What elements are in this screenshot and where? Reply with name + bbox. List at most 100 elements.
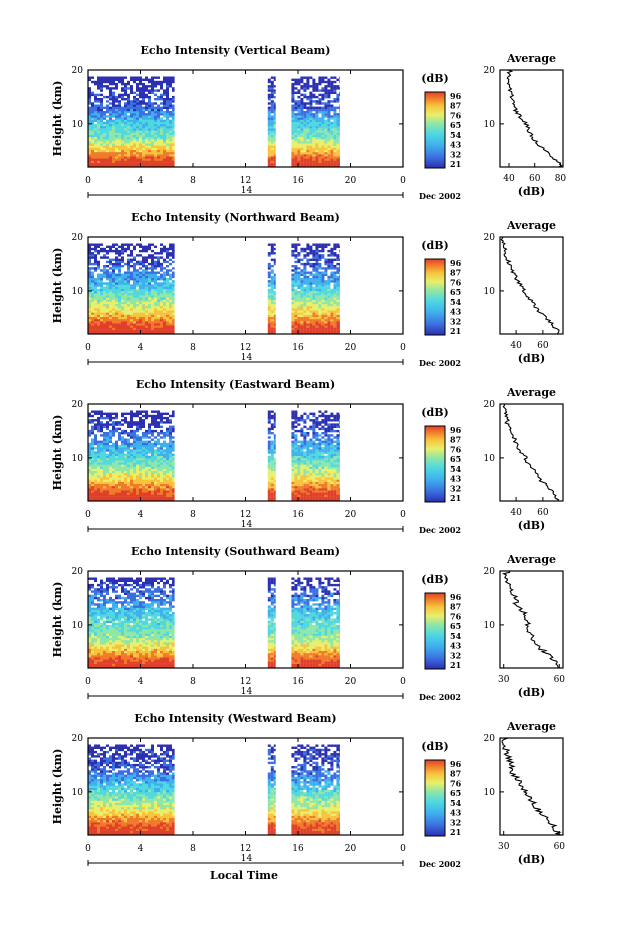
- heatmap-cell: [166, 111, 169, 114]
- heatmap-cell: [327, 132, 331, 135]
- heatmap-cell: [267, 325, 271, 328]
- heatmap-cell: [94, 312, 97, 315]
- heatmap-cell: [157, 464, 160, 467]
- heatmap-cell: [139, 80, 142, 84]
- heatmap-cell: [124, 106, 127, 109]
- heatmap-cell: [136, 434, 139, 437]
- heatmap-cell: [109, 457, 112, 461]
- heatmap-cell: [103, 455, 106, 459]
- heatmap-cell: [142, 297, 145, 300]
- heatmap-cell: [327, 141, 331, 144]
- heatmap-cell: [115, 485, 118, 489]
- profile-x-tick-label: 60: [529, 174, 541, 184]
- heatmap-cell: [130, 481, 133, 484]
- heatmap-cell: [136, 496, 139, 500]
- heatmap-cell: [109, 136, 112, 140]
- heatmap-cell: [324, 282, 328, 285]
- heatmap-cell: [130, 147, 133, 150]
- heatmap-cell: [97, 147, 100, 150]
- heatmap-cell: [121, 134, 124, 138]
- heatmap-cell: [106, 316, 109, 320]
- heatmap-cell: [169, 106, 172, 109]
- heatmap-cell: [88, 312, 91, 315]
- heatmap-cell: [321, 160, 325, 163]
- heatmap-cell: [309, 323, 313, 326]
- heatmap-cell: [106, 455, 109, 459]
- heatmap-cell: [130, 293, 133, 296]
- heatmap-cell: [297, 80, 301, 84]
- heatmap-cell: [127, 132, 130, 135]
- heatmap-cell: [309, 485, 313, 489]
- heatmap-cell: [157, 158, 160, 161]
- heatmap-cell: [315, 89, 319, 92]
- heatmap-cell: [118, 262, 121, 266]
- heatmap-cell: [157, 453, 160, 456]
- heatmap-cell: [318, 293, 322, 296]
- heatmap-cell: [166, 321, 169, 324]
- heatmap-cell: [166, 464, 169, 467]
- heatmap-cell: [294, 303, 298, 307]
- heatmap-cell: [124, 123, 127, 127]
- heatmap-cell: [121, 327, 124, 330]
- heatmap-cell: [160, 460, 163, 463]
- heatmap-cell: [148, 245, 151, 248]
- heatmap-cell: [151, 470, 154, 474]
- heatmap-cell: [339, 136, 340, 140]
- heatmap-cell: [291, 479, 295, 482]
- heatmap-cell: [324, 126, 328, 129]
- heatmap-cell: [339, 278, 340, 281]
- heatmap-cell: [115, 293, 118, 296]
- heatmap-cell: [160, 321, 163, 324]
- heatmap-cell: [94, 80, 97, 84]
- heatmap-cell: [109, 327, 112, 330]
- heatmap-cell: [294, 265, 298, 268]
- heatmap-cell: [270, 447, 274, 450]
- heatmap-cell: [157, 139, 160, 142]
- heatmap-cell: [112, 455, 115, 459]
- heatmap-cell: [112, 475, 115, 478]
- heatmap-cell: [273, 438, 276, 441]
- heatmap-cell: [112, 123, 115, 127]
- heatmap-cell: [133, 80, 136, 84]
- panel-0: Echo Intensity (Vertical Beam)2010Height…: [51, 44, 566, 201]
- heatmap-cell: [145, 475, 148, 478]
- heatmap-cell: [169, 162, 172, 166]
- heatmap-cell: [142, 498, 145, 502]
- heatmap-cell: [124, 119, 127, 122]
- x-tick-label: 12: [240, 176, 251, 186]
- heatmap-cell: [103, 162, 106, 166]
- heatmap-cell: [142, 419, 145, 422]
- heatmap-cell: [336, 316, 340, 320]
- heatmap-cell: [157, 485, 160, 489]
- colorbar-unit: (dB): [421, 239, 448, 252]
- heatmap-cell: [100, 440, 103, 443]
- heatmap-cell: [91, 327, 94, 330]
- heatmap-cell: [294, 102, 298, 105]
- heatmap-cell: [133, 128, 136, 131]
- heatmap-cell: [112, 488, 115, 491]
- heatmap-cell: [142, 119, 145, 122]
- heatmap-cell: [315, 498, 319, 502]
- heatmap-cell: [127, 423, 130, 426]
- heatmap-cell: [336, 329, 340, 333]
- heatmap-cell: [97, 100, 100, 103]
- heatmap-cell: [130, 477, 133, 480]
- heatmap-cell: [330, 275, 334, 279]
- heatmap-cell: [91, 271, 94, 274]
- heatmap-cell: [127, 479, 130, 482]
- heatmap-cell: [127, 143, 130, 146]
- heatmap-cell: [318, 98, 322, 101]
- heatmap-cell: [91, 145, 94, 148]
- heatmap-cell: [142, 462, 145, 465]
- heatmap-cell: [163, 106, 166, 109]
- heatmap-cell: [312, 262, 316, 266]
- heatmap-cell: [267, 85, 271, 88]
- heatmap-cell: [336, 299, 340, 302]
- heatmap-cell: [103, 432, 106, 435]
- heatmap-cell: [109, 436, 112, 439]
- heatmap-cell: [309, 295, 313, 298]
- date-label: Dec 2002: [419, 191, 461, 201]
- heatmap-cell: [318, 286, 322, 289]
- heatmap-cell: [169, 121, 172, 125]
- heatmap-cell: [294, 312, 298, 315]
